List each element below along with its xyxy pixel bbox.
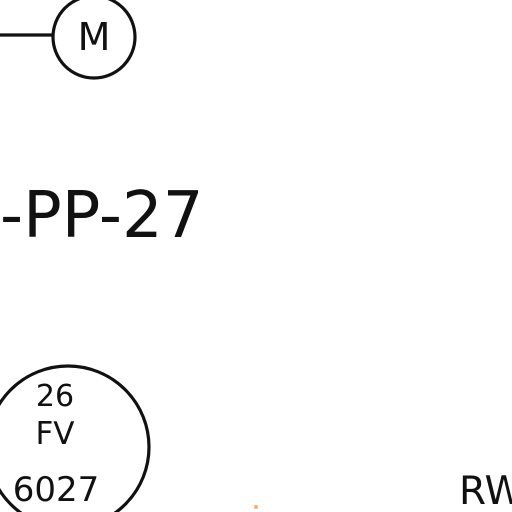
edge-label: RW bbox=[459, 469, 512, 512]
instrument-type-label: FV bbox=[35, 416, 74, 452]
instrument-tag-number: 6027 bbox=[13, 470, 100, 510]
motor-circle bbox=[51, 0, 137, 80]
motor-symbol[interactable]: M bbox=[51, 0, 137, 80]
pump-tag-label: -PP-27 bbox=[0, 179, 203, 253]
stray-mark bbox=[254, 505, 258, 509]
flow-valve-symbol[interactable]: 26 FV 6027 bbox=[0, 364, 151, 512]
loop-number-label: 26 bbox=[36, 379, 74, 414]
motor-label: M bbox=[78, 15, 111, 59]
instrument-bubble bbox=[0, 364, 151, 512]
